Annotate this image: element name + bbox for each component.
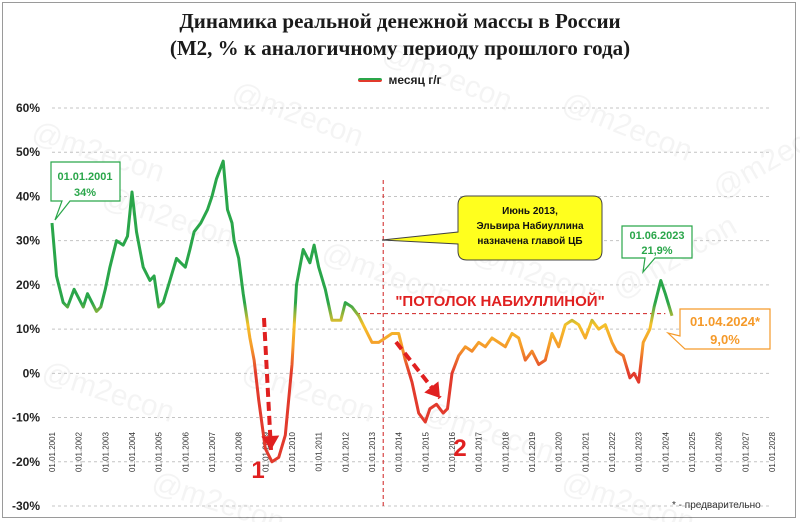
y-tick-label: 40% — [16, 189, 40, 203]
watermark-text: @m2econ — [228, 76, 368, 154]
callout-2001-date: 01.01.2001 — [57, 171, 112, 183]
legend-swatch — [358, 78, 383, 82]
x-tick-label: 01.01.2014 — [395, 431, 404, 472]
x-tick-label: 01.01.2027 — [741, 431, 750, 472]
x-tick-label: 01.01.2012 — [341, 431, 350, 472]
callout-box-2024 — [665, 308, 771, 350]
x-tick-label: 01.01.2022 — [608, 431, 617, 472]
callout-box-2023 — [621, 225, 693, 274]
x-tick-label: 01.01.2017 — [475, 431, 484, 472]
x-tick-label: 01.01.2004 — [128, 431, 137, 472]
y-tick-label: -20% — [12, 455, 40, 469]
callout-2024-date: 01.04.2024* — [690, 314, 761, 329]
legend-label: месяц г/г — [388, 73, 442, 87]
x-tick-label: 01.01.2013 — [368, 431, 377, 472]
watermark-text: @m2econ — [377, 36, 517, 118]
marker-label-1: 1 — [251, 457, 264, 484]
x-tick-label: 01.01.2018 — [501, 431, 510, 472]
y-tick-label: 0% — [23, 366, 41, 380]
y-tick-label: -30% — [12, 499, 40, 513]
x-tick-label: 01.01.2020 — [555, 431, 564, 472]
x-tick-label: 01.01.2023 — [635, 431, 644, 472]
arrow-2-head — [424, 381, 440, 398]
callout-box-nabiullina — [381, 195, 603, 261]
x-tick-label: 01.01.2001 — [48, 431, 57, 472]
callout-nabiullina-line1: Июнь 2013, — [502, 206, 558, 217]
callout-2024-value: 9,0% — [710, 332, 740, 347]
footnote: * - предварительно — [672, 500, 761, 511]
callout-2023-date: 01.06.2023 — [629, 230, 684, 242]
marker-label-2: 2 — [453, 435, 466, 462]
x-tick-label: 01.01.2024 — [661, 431, 670, 472]
x-tick-label: 01.01.2002 — [75, 431, 84, 472]
watermark-text: @m2econ — [558, 465, 699, 522]
watermark-text: @m2econ — [148, 465, 289, 522]
x-tick-label: 01.01.2016 — [448, 431, 457, 472]
x-tick-label: 01.01.2011 — [315, 431, 324, 471]
x-tick-label: 01.01.2026 — [715, 431, 724, 472]
y-tick-label: 20% — [16, 278, 40, 292]
x-tick-label: 01.01.2021 — [581, 431, 590, 472]
ceiling-label: "ПОТОЛОК НАБИУЛЛИНОЙ" — [395, 292, 604, 310]
y-tick-label: 30% — [16, 234, 40, 248]
x-tick-label: 01.01.2010 — [288, 431, 297, 472]
watermark-text: @m2econ — [707, 109, 800, 206]
x-tick-label: 01.01.2003 — [101, 431, 110, 472]
chart-subtitle: (М2, % к аналогичному периоду прошлого г… — [169, 36, 631, 60]
legend: месяц г/г — [0, 72, 800, 88]
y-tick-label: 10% — [16, 322, 40, 336]
x-tick-label: 01.01.2019 — [528, 431, 537, 472]
x-tick-label: 01.01.2005 — [155, 431, 164, 472]
y-tick-label: 60% — [16, 101, 40, 115]
callout-2023-value: 21,9% — [641, 245, 672, 257]
y-tick-label: -10% — [12, 411, 40, 425]
callout-2001-value: 34% — [74, 187, 96, 199]
watermark-text: @m2econ — [557, 86, 697, 168]
callout-nabiullina-line2: Эльвира Набиуллина — [476, 220, 584, 232]
x-tick-label: 01.01.2015 — [421, 431, 430, 472]
x-tick-label: 01.01.2006 — [181, 431, 190, 472]
x-tick-label: 01.01.2028 — [768, 431, 777, 472]
x-tick-label: 01.01.2007 — [208, 431, 217, 472]
callout-box-2001 — [50, 161, 121, 221]
series-line-month-yoy — [50, 159, 674, 464]
x-tick-label: 01.01.2025 — [688, 431, 697, 472]
y-tick-label: 50% — [16, 145, 40, 159]
chart-title: Динамика реальной денежной массы в Росси… — [179, 9, 621, 33]
x-tick-label: 01.01.2008 — [235, 431, 244, 472]
arrow-1-head — [261, 435, 280, 450]
callout-nabiullina-line3: назначена главой ЦБ — [477, 236, 582, 247]
arrow-1 — [262, 317, 273, 451]
